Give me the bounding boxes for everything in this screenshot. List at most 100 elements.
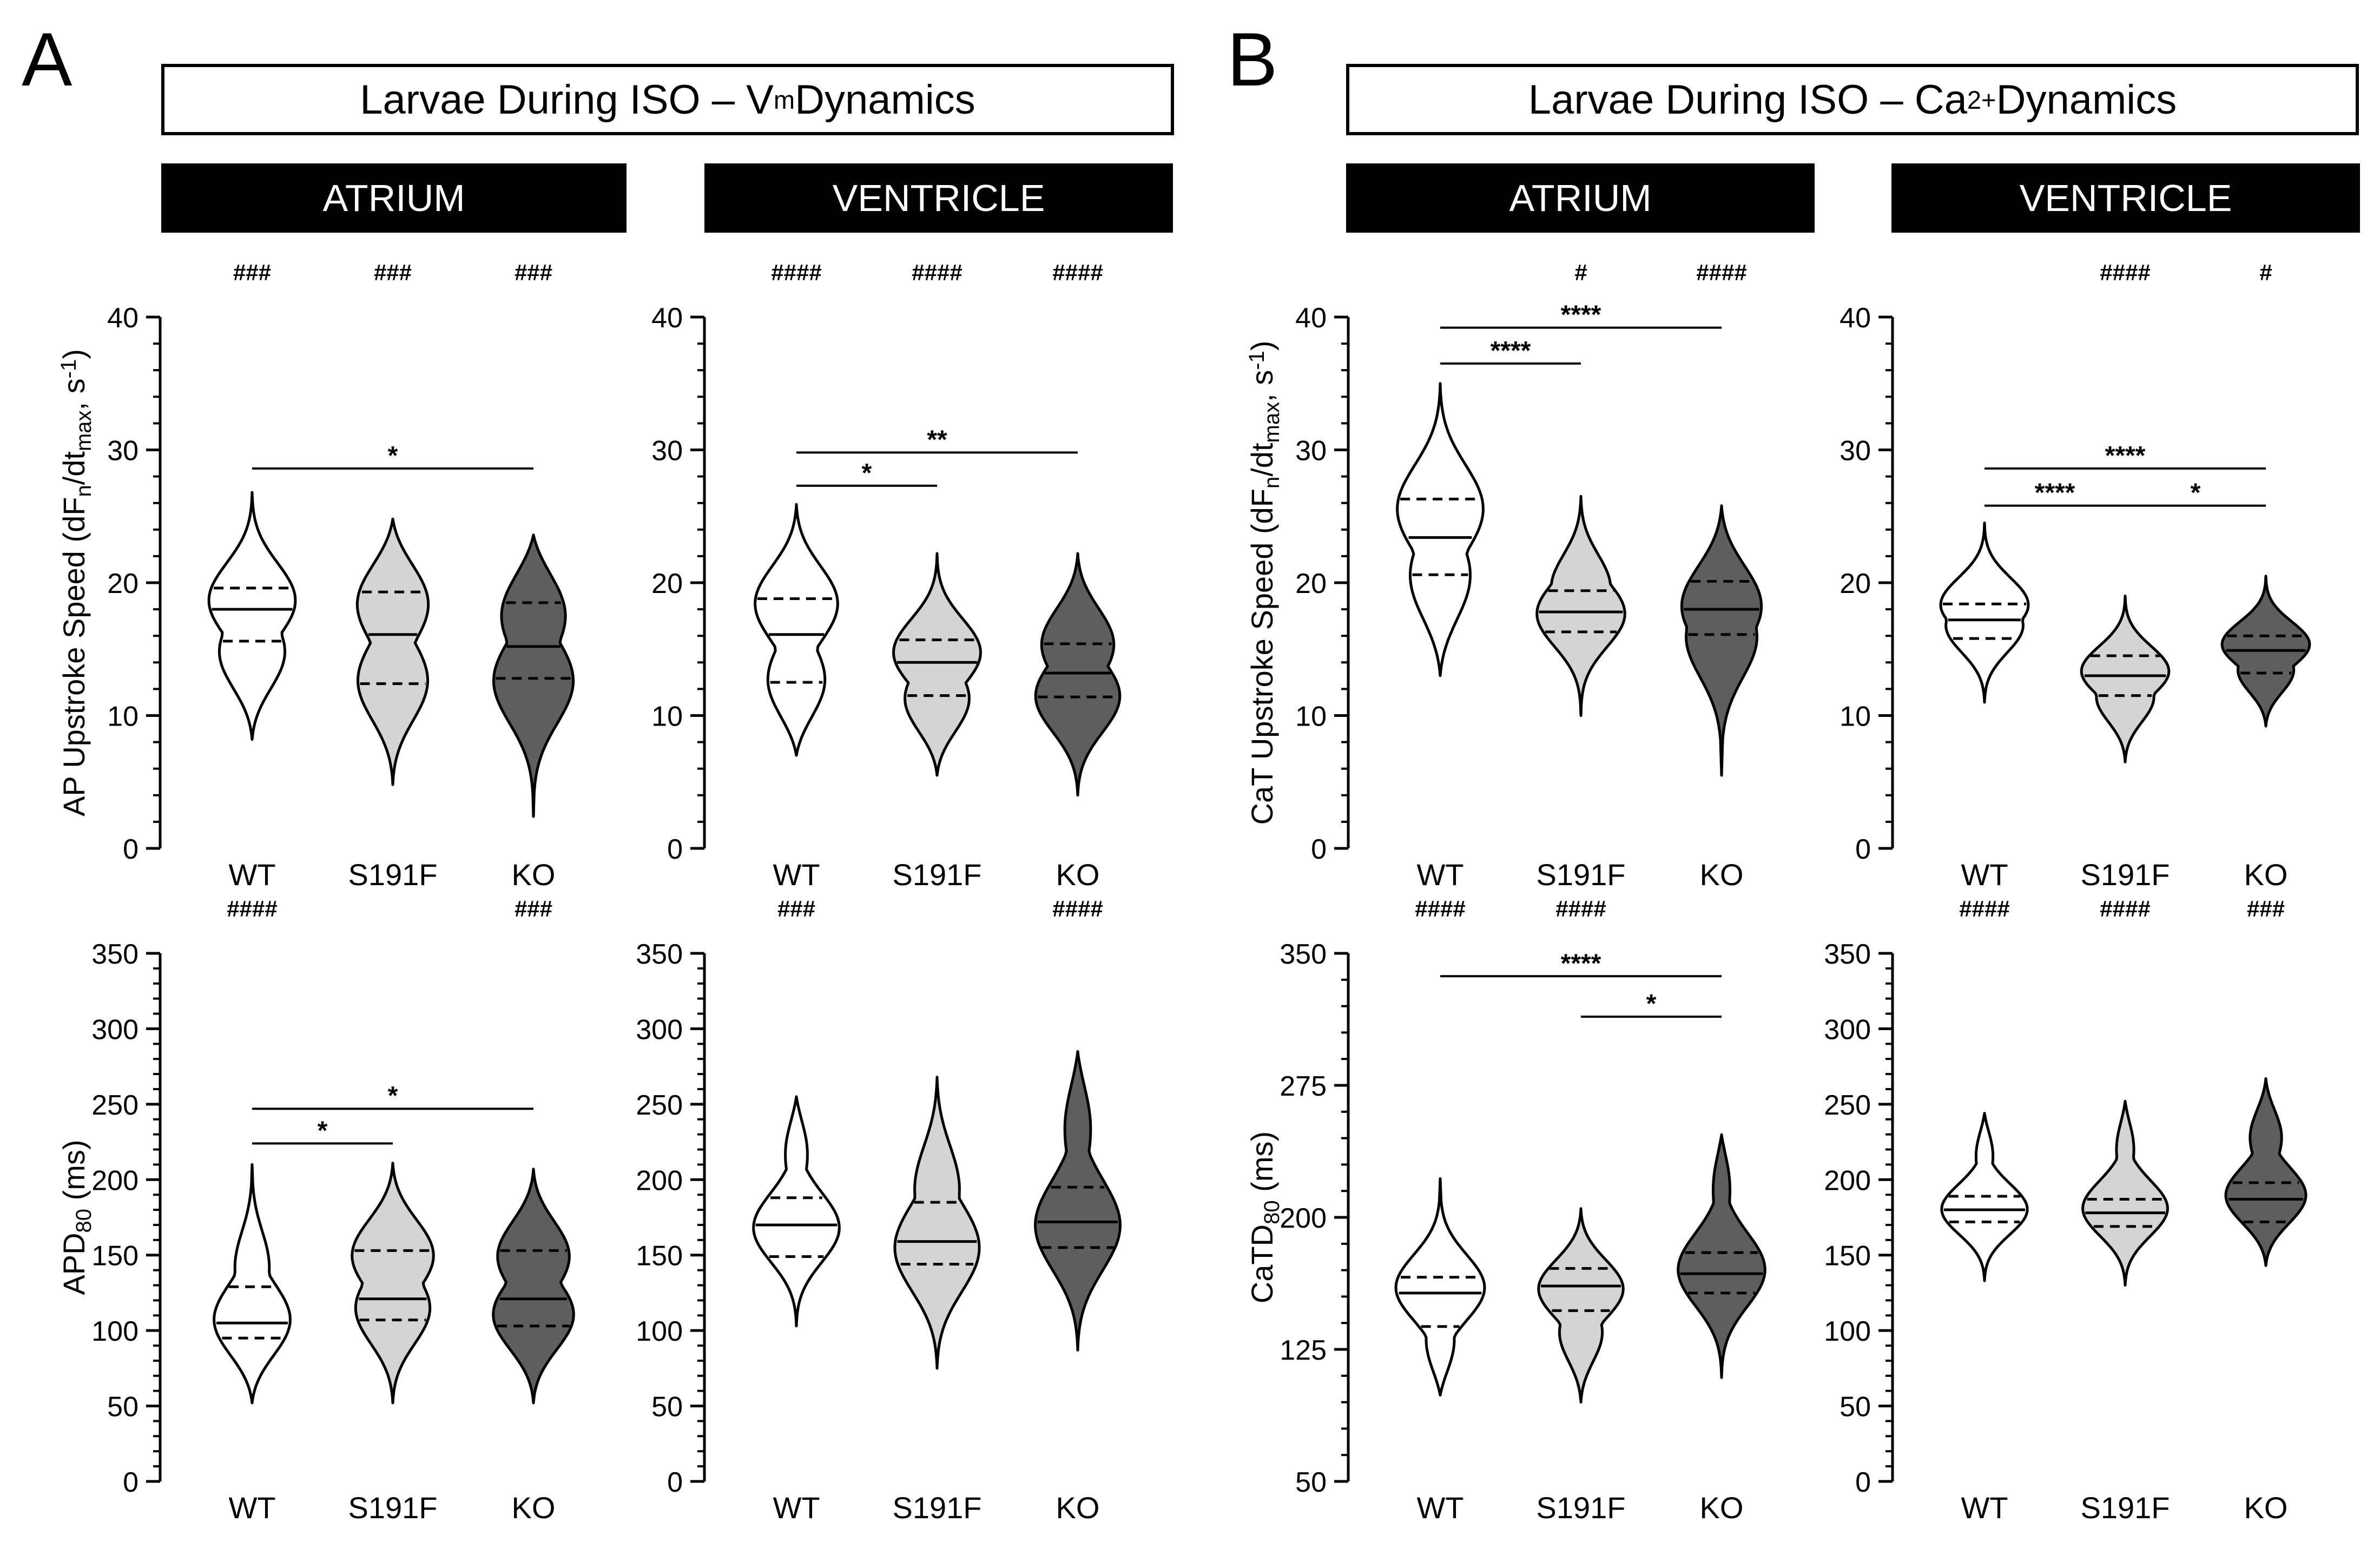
y-tick-label-A-ventricle-up: 40 (651, 302, 683, 334)
y-tick-label-B-atrium-catd: 275 (1280, 1071, 1327, 1102)
panel-letter-b: B (1227, 17, 1278, 102)
y-tick-label-A-atrium-apd: 200 (91, 1165, 139, 1196)
x-tick-label-A-ventricle-up: KO (1056, 858, 1100, 892)
hash-marker-B-ventricle-up: # (2259, 260, 2272, 285)
y-tick-label-B-ventricle-up: 20 (1840, 568, 1871, 599)
hash-marker-A-atrium-up: ### (233, 260, 271, 285)
hash-marker-A-ventricle-up: #### (1052, 260, 1103, 285)
violin-S191F-B-ventricle-up (2080, 595, 2171, 763)
significance-label-A-ventricle-up: ** (927, 425, 947, 454)
y-tick-label-A-ventricle-apd: 0 (667, 1467, 683, 1498)
hash-marker-B-atrium-up: #### (1696, 260, 1746, 285)
y-tick-label-B-ventricle-catd: 50 (1840, 1392, 1871, 1423)
y-tick-label-A-atrium-apd: 250 (91, 1090, 139, 1121)
y-tick-label-A-atrium-apd: 350 (91, 939, 139, 970)
y-tick-label-A-atrium-up: 0 (123, 834, 139, 865)
violin-S191F-A-atrium-up (355, 517, 430, 786)
y-tick-label-A-ventricle-apd: 50 (651, 1392, 683, 1423)
x-tick-label-A-ventricle-apd: S191F (893, 1491, 982, 1525)
y-axis-label-part: 80 (1260, 1200, 1284, 1224)
y-axis-label-part: (ms) (1245, 1131, 1279, 1201)
hash-marker-B-ventricle-catd: #### (2100, 896, 2150, 921)
x-tick-label-B-ventricle-up: KO (2244, 858, 2288, 892)
hash-marker-B-atrium-catd: #### (1555, 896, 1606, 921)
violin-KO-B-ventricle-catd (2224, 1077, 2308, 1267)
y-tick-label-A-ventricle-apd: 300 (636, 1014, 683, 1045)
panel-a-title-sub: m (773, 85, 795, 114)
significance-label-A-atrium-up: * (388, 441, 398, 470)
y-tick-label-A-atrium-up: 20 (107, 568, 139, 599)
x-tick-label-A-atrium-up: KO (512, 858, 556, 892)
y-tick-label-B-ventricle-catd: 350 (1824, 939, 1871, 970)
y-axis-label-part: -1 (57, 359, 81, 379)
violin-KO-A-atrium-up (492, 533, 575, 818)
y-axis-label-part: n (1260, 477, 1284, 489)
panel-b-title: Larvae During ISO – Ca 2+ Dynamics (1346, 64, 2359, 135)
x-tick-label-A-ventricle-up: WT (773, 858, 820, 892)
y-tick-label-A-ventricle-up: 10 (651, 701, 683, 733)
y-tick-label-A-ventricle-up: 30 (651, 436, 683, 467)
y-axis-label-part: APD (57, 1233, 91, 1295)
y-axis-label-part: CaT Upstroke Speed (dF (1245, 489, 1279, 825)
violin-WT-A-ventricle-apd (752, 1095, 841, 1328)
y-tick-label-B-atrium-up: 0 (1311, 834, 1327, 865)
significance-label-A-ventricle-up: * (862, 459, 872, 487)
x-tick-label-B-atrium-catd: WT (1416, 1491, 1463, 1525)
y-tick-label-B-ventricle-catd: 150 (1824, 1241, 1871, 1272)
x-tick-label-A-atrium-apd: WT (228, 1491, 275, 1525)
x-tick-label-B-ventricle-up: WT (1961, 858, 2008, 892)
y-axis-label-part: /dt (57, 451, 91, 485)
y-tick-label-B-ventricle-catd: 250 (1824, 1090, 1871, 1121)
y-axis-label-part: ) (1245, 341, 1279, 351)
header-a-ventricle: VENTRICLE (704, 163, 1173, 233)
y-tick-label-B-atrium-catd: 125 (1280, 1335, 1327, 1366)
y-tick-label-B-ventricle-up: 0 (1855, 834, 1871, 865)
y-tick-label-B-ventricle-catd: 200 (1824, 1165, 1871, 1196)
x-tick-label-B-atrium-up: S191F (1537, 858, 1626, 892)
y-axis-label-A-atrium-up: AP Upstroke Speed (dFn/dtmax, s-1) (57, 349, 96, 816)
violin-S191F-B-atrium-up (1535, 495, 1626, 717)
significance-label-B-ventricle-up: * (2191, 479, 2201, 508)
y-axis-label-part: , s (57, 378, 91, 410)
significance-label-B-atrium-up: **** (1561, 301, 1601, 330)
violin-WT-B-atrium-up (1396, 382, 1485, 677)
hash-marker-B-atrium-catd: #### (1415, 896, 1465, 921)
significance-label-A-atrium-apd: * (388, 1082, 398, 1110)
y-tick-label-B-ventricle-catd: 0 (1855, 1467, 1871, 1498)
y-tick-label-B-ventricle-up: 40 (1840, 302, 1871, 334)
x-tick-label-B-atrium-up: WT (1416, 858, 1463, 892)
x-tick-label-B-ventricle-catd: KO (2244, 1491, 2288, 1525)
significance-label-B-atrium-catd: **** (1561, 949, 1601, 978)
y-axis-label-part: ) (57, 349, 91, 359)
y-tick-label-A-ventricle-up: 0 (667, 834, 683, 865)
y-tick-label-B-atrium-catd: 200 (1280, 1203, 1327, 1234)
x-tick-label-B-ventricle-up: S191F (2081, 858, 2170, 892)
violin-S191F-A-atrium-apd (351, 1162, 435, 1405)
violin-S191F-A-ventricle-up (892, 552, 982, 777)
y-tick-label-A-atrium-apd: 0 (123, 1467, 139, 1498)
y-tick-label-A-ventricle-apd: 350 (636, 939, 683, 970)
x-tick-label-A-atrium-up: S191F (348, 858, 438, 892)
hash-marker-A-ventricle-apd: ### (777, 896, 815, 921)
x-tick-label-B-atrium-catd: KO (1700, 1491, 1744, 1525)
panel-a-title-suffix: Dynamics (795, 76, 975, 123)
x-tick-label-A-atrium-apd: KO (512, 1491, 556, 1525)
hash-marker-B-ventricle-catd: ### (2247, 896, 2285, 921)
panel-a-title-prefix: Larvae During ISO – V (360, 76, 774, 123)
significance-label-B-ventricle-up: **** (2035, 479, 2075, 508)
hash-marker-A-atrium-up: ### (374, 260, 412, 285)
y-tick-label-B-atrium-up: 10 (1295, 701, 1327, 733)
x-tick-label-A-atrium-up: WT (228, 858, 275, 892)
y-tick-label-B-ventricle-up: 10 (1840, 701, 1871, 733)
panel-b-title-prefix: Larvae During ISO – Ca (1528, 76, 1967, 123)
y-axis-label-part: /dt (1245, 443, 1279, 477)
y-tick-label-A-atrium-apd: 150 (91, 1241, 139, 1272)
x-tick-label-B-ventricle-catd: S191F (2081, 1491, 2170, 1525)
y-axis-label-B-atrium-up: CaT Upstroke Speed (dFn/dtmax, s-1) (1245, 341, 1284, 825)
y-tick-label-A-atrium-apd: 50 (107, 1392, 139, 1423)
y-tick-label-A-atrium-apd: 300 (91, 1014, 139, 1045)
hash-marker-A-ventricle-up: #### (912, 260, 962, 285)
violin-KO-B-atrium-up (1680, 504, 1763, 777)
